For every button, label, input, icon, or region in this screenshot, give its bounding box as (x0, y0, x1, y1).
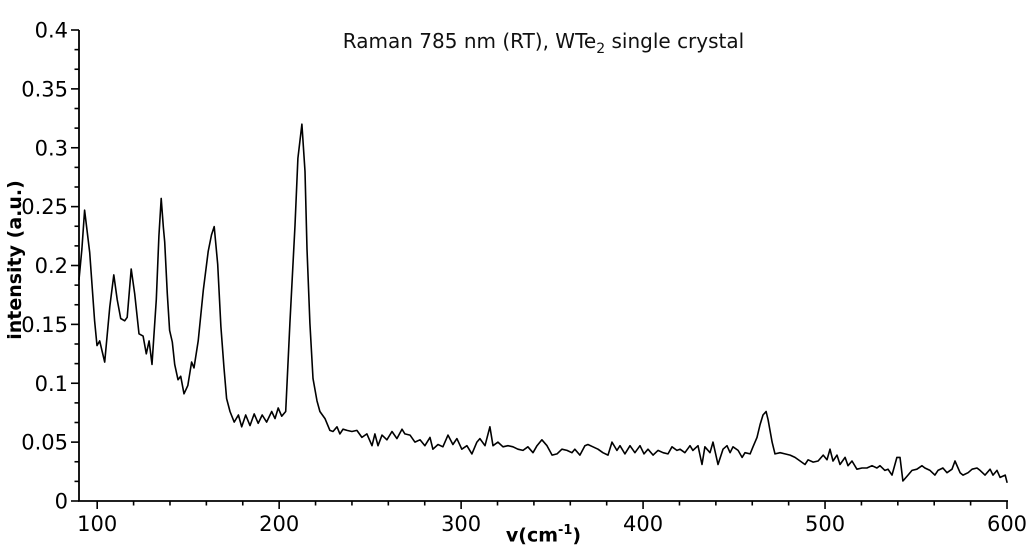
y-tick-label: 0.2 (35, 254, 68, 278)
tick-labels: 100 200 300 400 500 600 0 0.05 0.1 0.15 0.2 0.25 0.3… (21, 19, 1027, 537)
chart-title-subscript: 2 (596, 41, 606, 57)
x-tick-label: 200 (259, 512, 299, 536)
x-axis-label: v(cm-1) (79, 523, 1008, 546)
y-tick-label: 0 (55, 490, 68, 514)
x-axis-label-superscript: -1 (558, 523, 573, 538)
y-tick-label: 0.3 (35, 136, 68, 160)
chart-title-prefix: Raman 785 nm (RT), WTe (342, 29, 597, 53)
x-tick-label: 300 (441, 512, 481, 536)
x-axis-label-prefix: v(cm (505, 524, 559, 547)
spectrum-line (78, 123, 1008, 484)
chart-title-suffix: single crystal (605, 29, 745, 53)
x-tick-label: 100 (77, 512, 117, 536)
x-tick-label: 500 (805, 512, 845, 536)
y-tick-label: 0.05 (21, 431, 68, 455)
x-axis-label-suffix: ) (572, 524, 582, 547)
y-tick-label: 0.15 (21, 313, 68, 337)
chart-title: Raman 785 nm (RT), WTe2 single crystal (79, 29, 1008, 57)
tick-marks (71, 29, 1008, 509)
y-tick-label: 0.4 (35, 19, 68, 43)
y-tick-label: 0.1 (35, 372, 68, 396)
y-tick-label: 0.25 (21, 195, 68, 219)
x-tick-label: 600 (987, 512, 1027, 536)
x-tick-label: 400 (623, 512, 663, 536)
y-tick-label: 0.35 (21, 77, 68, 101)
